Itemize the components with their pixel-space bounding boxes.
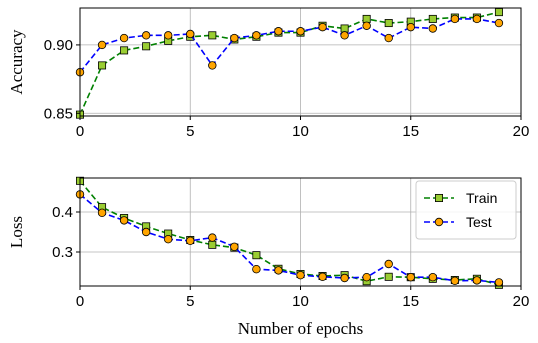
point-test (384, 33, 393, 43)
point-test (472, 14, 482, 24)
point-test (186, 29, 195, 39)
x-tick-label: 5 (186, 293, 194, 310)
point-train (208, 240, 217, 249)
y-tick-label: 0.4 (52, 204, 73, 221)
point-test (494, 18, 504, 28)
x-tick-label: 0 (76, 293, 84, 310)
legend-marker-train (434, 193, 443, 202)
point-test (163, 31, 173, 40)
y-tick-label: 0.3 (52, 244, 73, 261)
point-test (494, 278, 504, 287)
accuracy-chart: 0 5 10 15 20 0.85 0.90 Accuracy (7, 7, 530, 140)
point-test (274, 27, 283, 36)
y-tick-label: 0.85 (44, 105, 73, 122)
point-test (208, 61, 217, 70)
x-tick-label: 5 (186, 123, 194, 140)
x-axis-label: Number of epochs (238, 319, 364, 338)
point-test (340, 31, 349, 40)
point-test (428, 24, 437, 33)
point-train (384, 19, 393, 28)
point-test (230, 242, 239, 251)
x-tick-label: 0 (76, 123, 84, 140)
point-train (494, 8, 503, 17)
point-test (450, 276, 460, 285)
point-test (208, 233, 217, 242)
point-train (428, 14, 437, 23)
point-test (406, 273, 415, 282)
legend-label-test: Test (466, 214, 492, 230)
point-test (252, 31, 261, 40)
point-test (450, 14, 460, 24)
point-test (318, 272, 327, 281)
y-tick-label: 0.90 (44, 37, 73, 54)
point-test (141, 31, 151, 40)
point-train (208, 31, 217, 40)
point-test (230, 33, 239, 43)
point-test (119, 216, 129, 225)
x-tick-label: 10 (292, 123, 309, 140)
y-axis-label: Accuracy (7, 29, 26, 95)
legend-label-train: Train (466, 190, 497, 206)
point-train (362, 14, 371, 23)
point-test (296, 271, 305, 280)
x-tick-label: 10 (292, 293, 309, 310)
point-train (252, 251, 261, 260)
point-train (98, 61, 107, 70)
point-test (296, 27, 305, 36)
point-train (384, 272, 393, 281)
point-test (428, 273, 437, 282)
point-train (142, 42, 151, 51)
x-tick-label: 20 (513, 123, 530, 140)
point-test (163, 234, 173, 244)
point-test (141, 227, 151, 237)
point-test (318, 22, 327, 32)
x-tick-label: 15 (402, 123, 419, 140)
point-test (406, 22, 415, 32)
point-test (97, 208, 107, 217)
point-test (252, 265, 261, 274)
point-test (274, 266, 283, 275)
point-test (97, 40, 107, 50)
x-tick-label: 15 (402, 293, 419, 310)
point-test (340, 273, 349, 283)
point-test (119, 33, 129, 43)
point-test (362, 21, 371, 30)
point-test (186, 236, 195, 245)
point-test (384, 259, 393, 269)
y-axis-label: Loss (7, 216, 26, 248)
point-train (120, 46, 129, 55)
point-test (472, 276, 482, 285)
point-train (340, 24, 349, 33)
point-test (362, 273, 371, 282)
legend-marker-test (434, 217, 444, 227)
x-tick-label: 20 (513, 293, 530, 310)
legend: Train Test (415, 180, 517, 240)
